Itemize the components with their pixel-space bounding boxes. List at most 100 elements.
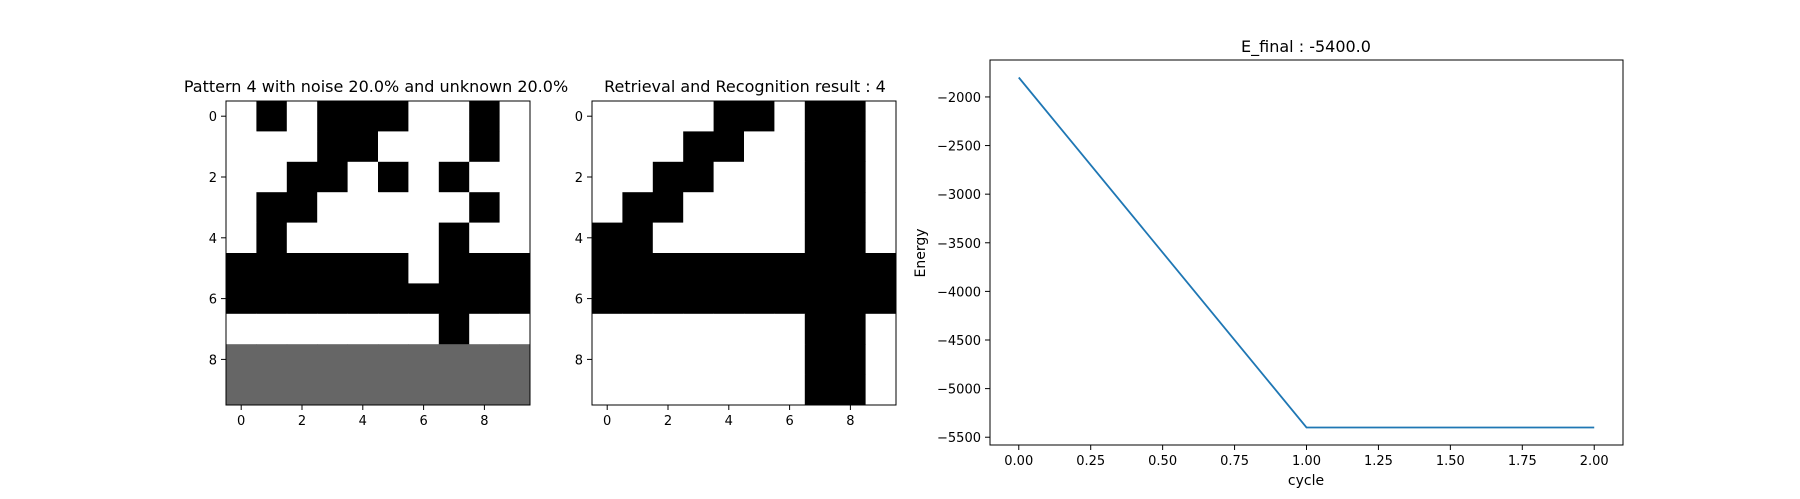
noisy-pattern-cell	[286, 131, 318, 163]
noisy-pattern-cell	[469, 344, 500, 375]
noisy-pattern-cell	[408, 161, 440, 193]
result-pattern-cell	[713, 374, 745, 406]
noisy-pattern-cell	[438, 374, 470, 406]
energy-y-tick-label: −4500	[937, 334, 981, 349]
noisy-pattern-cell	[347, 283, 379, 315]
noisy-pattern-cell	[317, 222, 348, 254]
noisy-pattern-cell	[378, 161, 409, 193]
noisy-pattern-cell	[469, 253, 500, 284]
noisy-pattern-cell	[469, 374, 500, 406]
result-pattern-cell	[744, 101, 775, 132]
energy-chart-panel: E_final : -5400.0 0.00 0.25 0.50 0.75 1.00 1.…	[913, 37, 1624, 489]
noisy-pattern-cell	[226, 192, 257, 223]
noisy-pattern-cell	[286, 283, 318, 315]
noisy-pattern-cell	[226, 101, 257, 132]
result-pattern-cell	[774, 374, 806, 406]
noisy-pattern-x-tick-label: 8	[480, 414, 488, 429]
noisy-pattern-cell	[499, 101, 531, 132]
result-pattern-cell	[652, 101, 684, 132]
noisy-pattern-cell	[256, 253, 288, 284]
result-pattern-cell	[652, 192, 684, 223]
noisy-pattern-cell	[317, 283, 348, 315]
result-pattern-cell	[744, 131, 775, 163]
noisy-pattern-cell	[408, 192, 440, 223]
noisy-pattern-cell	[286, 374, 318, 406]
result-pattern-cell	[622, 313, 654, 345]
result-pattern-cell	[622, 161, 654, 193]
noisy-pattern-cell	[256, 101, 288, 132]
result-pattern-cell	[652, 131, 684, 163]
noisy-pattern-cell	[347, 161, 379, 193]
noisy-pattern-cell	[256, 131, 288, 163]
noisy-pattern-y-tick-label: 2	[209, 171, 217, 186]
noisy-pattern-y-tick-label: 4	[209, 232, 217, 247]
noisy-pattern-cell	[226, 253, 257, 284]
noisy-pattern-cell	[286, 344, 318, 375]
result-pattern-title: Retrieval and Recognition result : 4	[604, 77, 886, 96]
noisy-pattern-cell	[286, 253, 318, 284]
noisy-pattern-cell	[317, 344, 348, 375]
result-pattern-cell	[835, 253, 866, 284]
result-pattern-cell	[774, 222, 806, 254]
noisy-pattern-cell	[469, 313, 500, 345]
result-pattern-cell	[683, 253, 714, 284]
noisy-pattern-cell	[438, 344, 470, 375]
result-pattern-cell	[683, 313, 714, 345]
energy-y-tick-label: −3500	[937, 237, 981, 252]
noisy-pattern-cell	[226, 161, 257, 193]
noisy-pattern-cell	[469, 192, 500, 223]
noisy-pattern-cell	[499, 131, 531, 163]
noisy-pattern-cell	[469, 101, 500, 132]
result-pattern-cell	[622, 253, 654, 284]
noisy-pattern-cell	[286, 192, 318, 223]
result-pattern-cell	[804, 374, 836, 406]
result-pattern-cell	[744, 222, 775, 254]
noisy-pattern-cell	[499, 313, 531, 345]
energy-x-tick-label: 0.50	[1148, 454, 1177, 469]
result-pattern-y-tick-label: 8	[575, 353, 583, 368]
energy-chart-title: E_final : -5400.0	[1241, 37, 1371, 57]
result-pattern-cell	[774, 283, 806, 315]
noisy-pattern-cell	[499, 374, 531, 406]
energy-x-tick-label: 1.50	[1436, 454, 1465, 469]
result-pattern-cell	[865, 283, 897, 315]
noisy-pattern-cell	[469, 161, 500, 193]
result-pattern-cell	[804, 192, 836, 223]
result-pattern-cell	[774, 161, 806, 193]
result-pattern-cell	[774, 344, 806, 375]
noisy-pattern-cell	[499, 283, 531, 315]
result-pattern-y-tick-label: 0	[575, 110, 583, 125]
result-pattern-cell	[865, 131, 897, 163]
result-pattern-cell	[652, 344, 684, 375]
noisy-pattern-cell	[256, 374, 288, 406]
noisy-pattern-cell	[347, 313, 379, 345]
noisy-pattern-y-tick-label: 8	[209, 353, 217, 368]
noisy-pattern-cell	[286, 101, 318, 132]
result-pattern-cell	[592, 313, 623, 345]
result-pattern-grid	[592, 101, 897, 406]
result-pattern-cell	[652, 283, 684, 315]
noisy-pattern-cell	[226, 222, 257, 254]
result-pattern-cell	[804, 161, 836, 193]
result-pattern-cell	[592, 253, 623, 284]
result-pattern-cell	[622, 344, 654, 375]
energy-y-tick-label: −5500	[937, 431, 981, 446]
result-pattern-cell	[835, 313, 866, 345]
noisy-pattern-cell	[408, 283, 440, 315]
energy-x-tick-label: 0.25	[1076, 454, 1105, 469]
result-pattern-cell	[713, 101, 745, 132]
result-pattern-cell	[592, 222, 623, 254]
result-pattern-cell	[744, 253, 775, 284]
noisy-pattern-cell	[408, 222, 440, 254]
noisy-pattern-cell	[499, 344, 531, 375]
result-pattern-cell	[683, 192, 714, 223]
noisy-pattern-cell	[317, 374, 348, 406]
noisy-pattern-cell	[378, 313, 409, 345]
noisy-pattern-cell	[438, 313, 470, 345]
noisy-pattern-y-tick-label: 0	[209, 110, 217, 125]
noisy-pattern-cell	[317, 192, 348, 223]
energy-y-tick-label: −2000	[937, 91, 981, 106]
result-pattern-cell	[652, 222, 684, 254]
result-pattern-frame	[591, 100, 897, 406]
